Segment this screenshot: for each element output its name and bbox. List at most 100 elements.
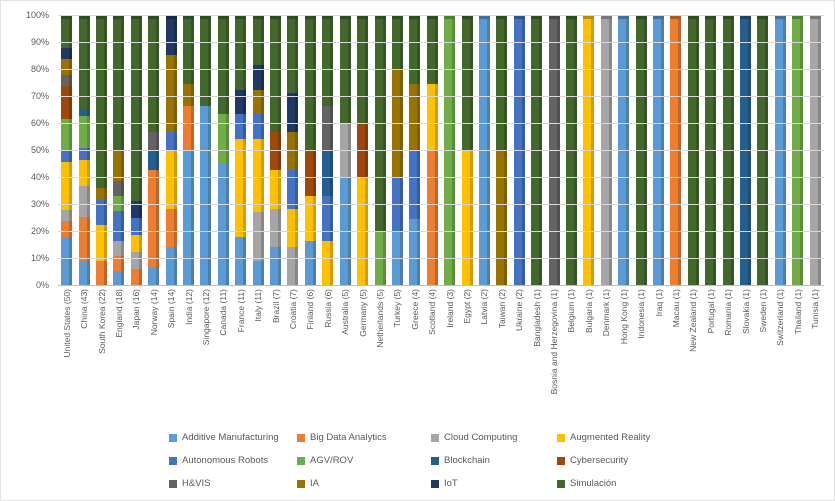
bar-top-face <box>61 16 73 19</box>
bar-slot <box>232 16 249 286</box>
legend-label: Additive Manufacturing <box>182 432 279 443</box>
bar-top-face <box>391 16 403 19</box>
legend-item: H&VIS <box>169 477 297 490</box>
bar-slot <box>162 16 179 286</box>
bar-segment <box>809 16 821 286</box>
bar-segment <box>270 208 282 248</box>
bar-segment <box>61 16 73 49</box>
x-label-slot: Scotland (4) <box>424 289 441 427</box>
stacked-bar <box>304 16 316 286</box>
stacked-bar <box>200 16 212 286</box>
x-axis-category-label: Belgium (1) <box>566 289 577 333</box>
y-axis-tick-label: 60% <box>30 118 49 128</box>
bar-segment <box>287 170 299 209</box>
bar-segment <box>444 16 456 286</box>
bar-slot <box>284 16 301 286</box>
bar-slot <box>58 16 75 286</box>
bar-slot <box>493 16 510 286</box>
x-axis-category-label: France (11) <box>235 289 246 333</box>
bar-top-face <box>78 16 90 19</box>
stacked-bar <box>426 16 438 286</box>
bar-top-face <box>113 16 125 19</box>
stacked-bar <box>705 16 717 286</box>
y-axis-tick-label: 100% <box>25 10 49 20</box>
bar-segment <box>130 252 142 270</box>
legend-swatch-icon <box>431 456 439 465</box>
bar-segment <box>635 16 647 286</box>
bar-segment <box>409 83 421 151</box>
x-label-slot: Russia (6) <box>319 289 336 427</box>
y-axis-tick-label: 0% <box>35 280 49 290</box>
legend-item: Simulación <box>557 477 689 490</box>
bar-segment <box>148 266 160 286</box>
legend-item: Augmented Reality <box>557 431 689 444</box>
legend-item: AGV/ROV <box>297 454 431 467</box>
bar-top-face <box>687 16 699 19</box>
bar-top-face <box>374 16 386 19</box>
x-axis-category-label: Russia (6) <box>322 289 333 328</box>
bar-segment <box>113 210 125 241</box>
x-axis-category-label: Macau (1) <box>670 289 681 328</box>
x-axis-category-label: South Korea (22) <box>96 289 107 354</box>
gridline <box>58 96 824 97</box>
y-axis-tick-label: 20% <box>30 226 49 236</box>
bar-top-face <box>357 16 369 19</box>
bar-segment <box>96 224 108 262</box>
gridline <box>58 42 824 43</box>
x-axis-category-label: China (43) <box>79 289 90 329</box>
bar-segment <box>270 16 282 132</box>
bar-segment <box>391 16 403 70</box>
x-label-slot: Brazil (7) <box>267 289 284 427</box>
stacked-bar <box>635 16 647 286</box>
bar-slot <box>267 16 284 286</box>
bar-slot <box>632 16 649 286</box>
x-axis-category-label: Taiwan (2) <box>496 289 507 329</box>
gridline <box>58 258 824 259</box>
stacked-bar <box>740 16 752 286</box>
stacked-bar <box>583 16 595 286</box>
bar-slot <box>424 16 441 286</box>
bar-segment <box>496 151 508 286</box>
x-axis-category-label: Croatia (7) <box>287 289 298 330</box>
bar-top-face <box>496 16 508 19</box>
x-label-slot: Hong Kong (1) <box>615 289 632 427</box>
x-axis-category-label: Romania (1) <box>723 289 734 336</box>
bar-slot <box>650 16 667 286</box>
bar-segment <box>113 195 125 211</box>
stacked-bar <box>513 16 525 286</box>
x-label-slot: England (18) <box>110 289 127 427</box>
bar-segment <box>183 151 195 286</box>
x-label-slot: Germany (5) <box>354 289 371 427</box>
bar-segment <box>200 105 212 286</box>
bar-slot <box>197 16 214 286</box>
y-axis-tick-label: 30% <box>30 199 49 209</box>
bar-segment <box>78 16 90 111</box>
bar-slot <box>772 16 789 286</box>
bar-top-face <box>757 16 769 19</box>
stacked-bar <box>96 16 108 286</box>
bar-slot <box>458 16 475 286</box>
bar-top-face <box>287 16 299 19</box>
x-axis-category-label: Thailand (1) <box>792 289 803 335</box>
y-axis-tick-label: 90% <box>30 37 49 47</box>
bar-top-face <box>722 16 734 19</box>
bar-segment <box>61 75 73 87</box>
bar-slot <box>406 16 423 286</box>
stacked-bar <box>270 16 282 286</box>
bar-slot <box>789 16 806 286</box>
stacked-bar <box>461 16 473 286</box>
bar-segment <box>235 138 247 237</box>
x-axis-category-label: Australia (5) <box>340 289 351 335</box>
bar-segment <box>235 89 247 115</box>
bar-segment <box>287 208 299 248</box>
bar-segment <box>391 232 403 286</box>
bar-segment <box>252 89 264 115</box>
bar-segment <box>78 116 90 148</box>
bar-top-face <box>270 16 282 19</box>
bar-segment <box>287 16 299 94</box>
x-axis-category-label: Ireland (3) <box>444 289 455 328</box>
legend-item: Blockchain <box>431 454 557 467</box>
bar-segment <box>270 170 282 209</box>
stacked-bar <box>757 16 769 286</box>
